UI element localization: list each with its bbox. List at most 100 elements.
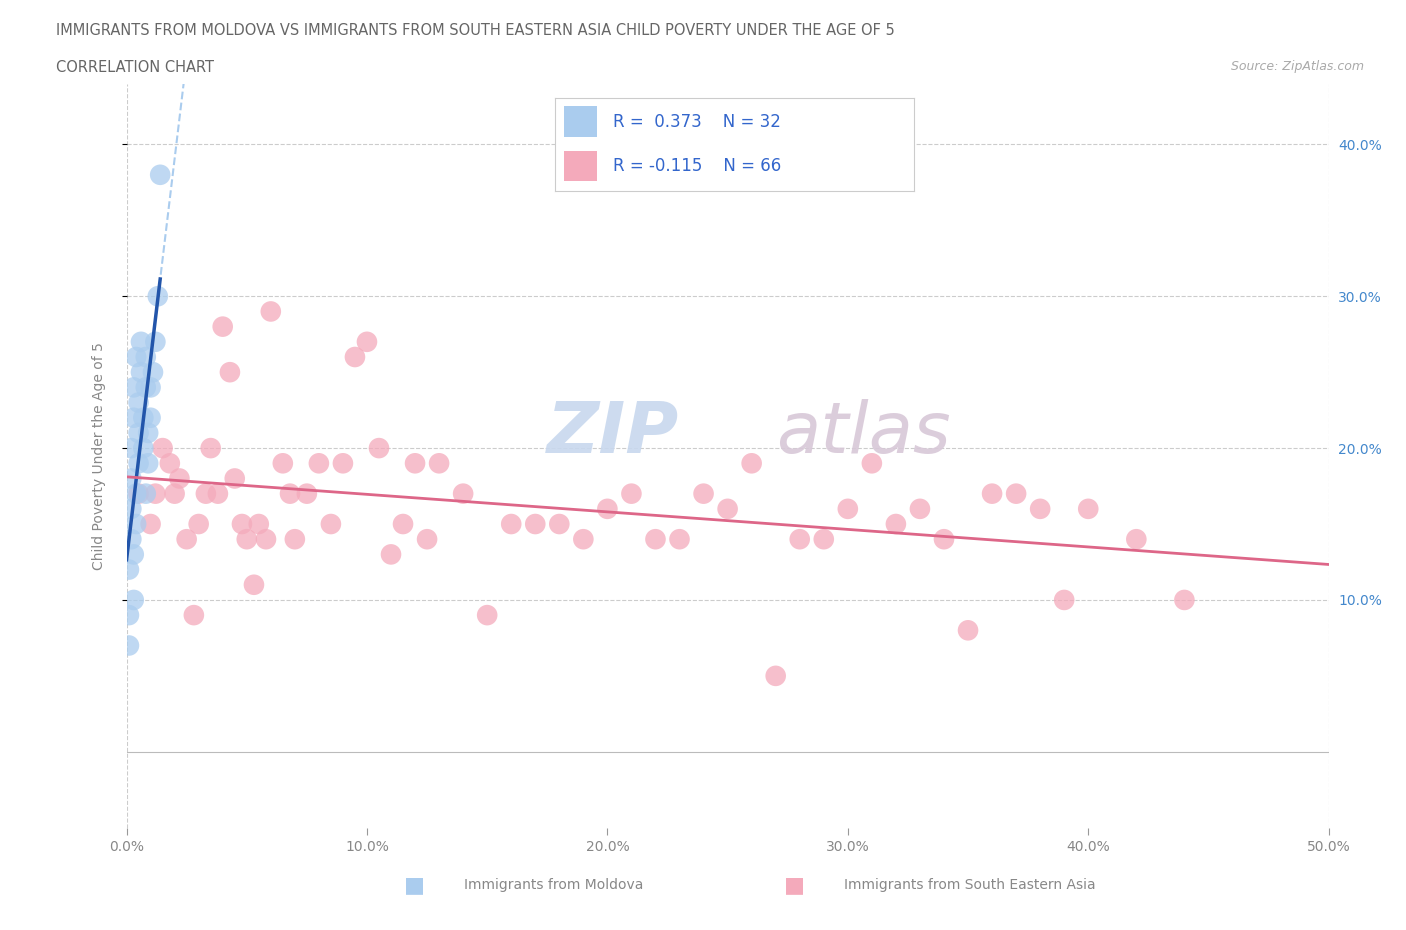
Point [120, 501, 142, 516]
Point [132, 410, 155, 425]
Point [271, 456, 294, 471]
Point [163, 486, 186, 501]
Point [120, 532, 142, 547]
Point [1029, 501, 1052, 516]
Text: Source: ZipAtlas.com: Source: ZipAtlas.com [1230, 60, 1364, 73]
Point [813, 532, 835, 547]
Point [219, 365, 242, 379]
Point [145, 486, 167, 501]
Point [981, 486, 1004, 501]
Point [1173, 592, 1195, 607]
Point [207, 486, 229, 501]
Point [128, 456, 150, 471]
Point [692, 486, 714, 501]
Point [765, 669, 787, 684]
Text: atlas: atlas [776, 399, 950, 468]
Point [128, 426, 150, 441]
Point [427, 456, 450, 471]
Point [1125, 532, 1147, 547]
Point [620, 486, 643, 501]
Text: R =  0.373    N = 32: R = 0.373 N = 32 [613, 113, 780, 131]
Point [932, 532, 955, 547]
Point [789, 532, 811, 547]
Point [200, 441, 222, 456]
Point [596, 501, 619, 516]
Point [118, 638, 141, 653]
Point [194, 486, 217, 501]
Point [860, 456, 883, 471]
Point [475, 607, 498, 622]
Text: IMMIGRANTS FROM MOLDOVA VS IMMIGRANTS FROM SOUTH EASTERN ASIA CHILD POVERTY UNDE: IMMIGRANTS FROM MOLDOVA VS IMMIGRANTS FR… [56, 23, 896, 38]
Point [128, 395, 150, 410]
Text: Immigrants from South Eastern Asia: Immigrants from South Eastern Asia [844, 878, 1095, 893]
Point [884, 516, 907, 531]
Point [136, 456, 159, 471]
Point [1005, 486, 1028, 501]
Point [668, 532, 690, 547]
Point [128, 486, 150, 501]
Point [125, 516, 148, 531]
Point [416, 532, 439, 547]
Point [211, 319, 233, 334]
Point [129, 335, 152, 350]
Point [122, 592, 145, 607]
Point [135, 380, 157, 395]
Point [152, 441, 174, 456]
Point [716, 501, 740, 516]
Point [118, 562, 141, 577]
Point [145, 335, 167, 350]
Point [278, 486, 301, 501]
Point [120, 441, 142, 456]
Bar [564, 106, 596, 137]
Y-axis label: Child Poverty Under the Age of 5: Child Poverty Under the Age of 5 [91, 341, 105, 570]
Point [295, 486, 318, 501]
Point [501, 516, 523, 531]
Point [319, 516, 342, 531]
Point [125, 486, 148, 501]
Point [332, 456, 354, 471]
Text: ZIP: ZIP [547, 399, 679, 468]
Point [254, 532, 277, 547]
Point [356, 335, 378, 350]
Point [135, 486, 157, 501]
Point [524, 516, 547, 531]
Point [380, 547, 402, 562]
Point [243, 578, 266, 592]
Text: ■: ■ [405, 875, 425, 896]
Point [1077, 501, 1099, 516]
Point [139, 410, 162, 425]
Point [260, 304, 283, 319]
Point [392, 516, 415, 531]
Point [122, 410, 145, 425]
Point [644, 532, 666, 547]
Point [343, 350, 366, 365]
Point [284, 532, 307, 547]
Point [129, 365, 152, 379]
Point [125, 350, 148, 365]
Point [136, 426, 159, 441]
Point [1053, 592, 1076, 607]
Point [169, 471, 191, 485]
Point [149, 167, 172, 182]
Point [247, 516, 270, 531]
Point [572, 532, 595, 547]
Point [142, 365, 165, 379]
Point [146, 289, 169, 304]
Point [956, 623, 979, 638]
Point [118, 607, 141, 622]
Point [908, 501, 931, 516]
Point [122, 380, 145, 395]
Point [451, 486, 474, 501]
Point [368, 441, 391, 456]
Text: CORRELATION CHART: CORRELATION CHART [56, 60, 214, 75]
Point [139, 380, 162, 395]
Point [187, 516, 209, 531]
Point [132, 441, 155, 456]
Bar [564, 151, 596, 181]
Text: Immigrants from Moldova: Immigrants from Moldova [464, 878, 644, 893]
Point [139, 516, 162, 531]
Point [837, 501, 859, 516]
Point [159, 456, 181, 471]
Point [224, 471, 246, 485]
Text: ■: ■ [785, 875, 804, 896]
